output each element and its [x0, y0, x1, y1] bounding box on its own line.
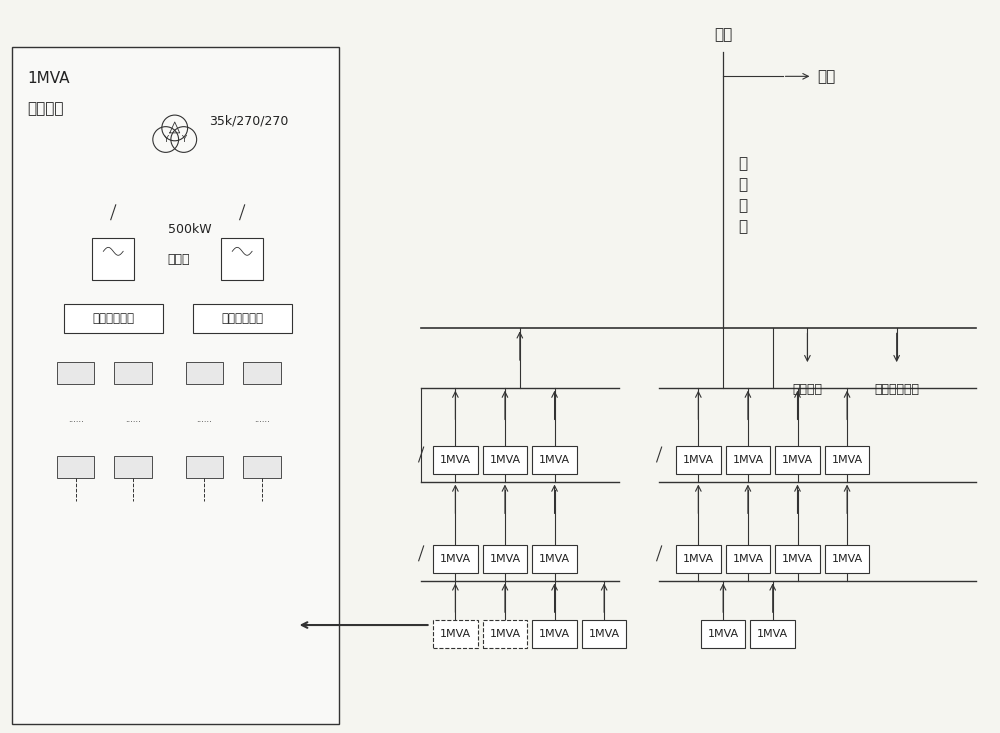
Bar	[92, 238, 134, 280]
Text: 1MVA: 1MVA	[27, 71, 69, 86]
Text: 系统: 系统	[714, 27, 732, 42]
Bar	[775, 545, 820, 572]
Bar	[433, 620, 478, 648]
Bar	[483, 446, 527, 474]
Bar	[483, 620, 527, 648]
Text: 1MVA: 1MVA	[589, 629, 620, 639]
Text: 站用负荷: 站用负荷	[792, 383, 822, 396]
Text: 直流汇流箱柜: 直流汇流箱柜	[221, 312, 263, 325]
Bar	[676, 446, 721, 474]
Bar	[750, 620, 795, 648]
Text: 35k/270/270: 35k/270/270	[209, 114, 289, 128]
Bar	[433, 545, 478, 572]
Text: 500kW: 500kW	[168, 223, 211, 236]
Bar	[243, 456, 281, 478]
Text: 1MVA: 1MVA	[683, 455, 714, 465]
Text: 1MVA: 1MVA	[440, 554, 471, 564]
Text: 直流汇流箱柜: 直流汇流箱柜	[92, 312, 134, 325]
Bar	[114, 456, 152, 478]
Bar	[186, 456, 223, 478]
Text: 1MVA: 1MVA	[732, 554, 763, 564]
Bar	[775, 446, 820, 474]
Text: 1MVA: 1MVA	[489, 554, 521, 564]
Bar	[532, 446, 577, 474]
Text: ......: ......	[125, 416, 141, 424]
Text: 1MVA: 1MVA	[489, 629, 521, 639]
Bar	[532, 545, 577, 572]
Text: 无功补偿装置: 无功补偿装置	[874, 383, 919, 396]
Text: 1MVA: 1MVA	[832, 554, 863, 564]
Text: 1MVA: 1MVA	[832, 455, 863, 465]
Text: 1MVA: 1MVA	[539, 455, 570, 465]
Bar	[726, 446, 770, 474]
Text: 1MVA: 1MVA	[782, 554, 813, 564]
Text: 1MVA: 1MVA	[757, 629, 788, 639]
Text: Y: Y	[163, 135, 168, 144]
Bar	[193, 303, 292, 334]
Bar	[433, 446, 478, 474]
Text: 1MVA: 1MVA	[440, 455, 471, 465]
Text: 1MVA: 1MVA	[440, 629, 471, 639]
Text: Y: Y	[181, 135, 186, 144]
Bar	[532, 620, 577, 648]
Text: 1MVA: 1MVA	[539, 629, 570, 639]
Text: 1MVA: 1MVA	[782, 455, 813, 465]
Bar	[57, 456, 94, 478]
Text: 1MVA: 1MVA	[683, 554, 714, 564]
Bar	[243, 362, 281, 384]
Text: 传
输
线
路: 传 输 线 路	[738, 156, 747, 234]
Bar	[825, 446, 869, 474]
Text: ......: ......	[254, 416, 270, 424]
Bar	[483, 545, 527, 572]
Bar	[186, 362, 223, 384]
Bar	[114, 362, 152, 384]
Bar	[582, 620, 626, 648]
Bar	[676, 545, 721, 572]
Text: 1MVA: 1MVA	[539, 554, 570, 564]
Bar	[57, 362, 94, 384]
Bar	[12, 47, 339, 724]
Text: 负荷: 负荷	[817, 69, 836, 84]
Text: 逆变器: 逆变器	[168, 253, 190, 266]
Text: ......: ......	[68, 416, 83, 424]
Bar	[726, 545, 770, 572]
Text: 1MVA: 1MVA	[489, 455, 521, 465]
Text: 1MVA: 1MVA	[732, 455, 763, 465]
Bar	[825, 545, 869, 572]
Bar	[221, 238, 263, 280]
Bar	[701, 620, 745, 648]
Text: 1MVA: 1MVA	[708, 629, 739, 639]
Text: 发电单元: 发电单元	[27, 101, 63, 116]
Text: ......: ......	[197, 416, 212, 424]
Bar	[64, 303, 163, 334]
